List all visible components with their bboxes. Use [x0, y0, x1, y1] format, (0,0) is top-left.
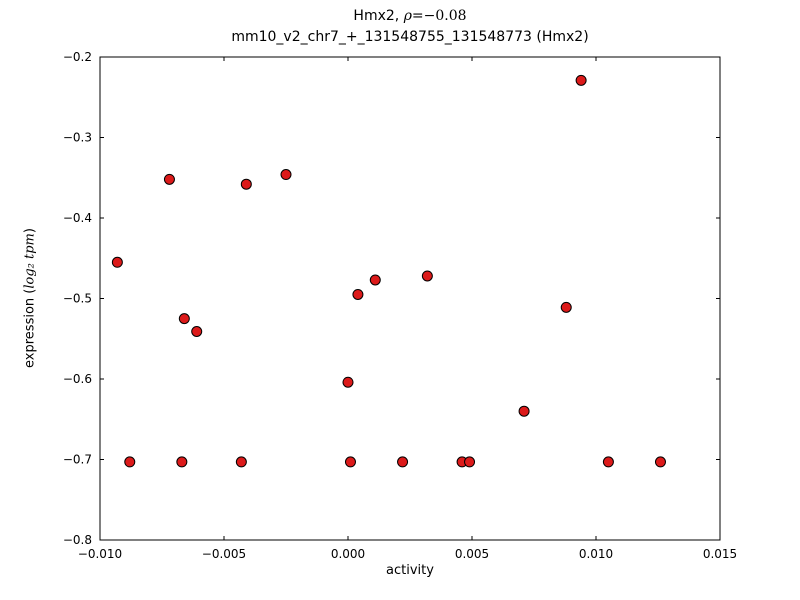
data-point: [240, 178, 252, 190]
data-point: [518, 405, 530, 417]
axes-box: [99, 56, 721, 541]
plot-title-text: Hmx2,: [353, 8, 404, 24]
y-tick-label: −0.6: [63, 372, 92, 386]
data-point: [352, 288, 364, 300]
y-tick-label: −0.4: [63, 211, 92, 225]
x-tick-label: −0.010: [78, 547, 122, 561]
x-tick-label: 0.005: [455, 547, 489, 561]
data-point: [654, 456, 666, 468]
data-point: [575, 74, 587, 86]
y-axis-label-suffix: ): [22, 228, 38, 234]
plot-subtitle: mm10_v2_chr7_+_131548755_131548773 (Hmx2…: [231, 29, 589, 45]
plot-title: Hmx2, ρ=−0.08: [100, 8, 720, 24]
data-point: [342, 376, 354, 388]
y-tick-label: −0.7: [63, 453, 92, 467]
data-point: [178, 313, 190, 325]
data-point: [191, 326, 203, 338]
data-point: [163, 173, 175, 185]
y-tick-label: −0.2: [63, 50, 92, 64]
x-tick-label: 0.010: [579, 547, 613, 561]
data-point: [176, 456, 188, 468]
data-point: [560, 301, 572, 313]
data-point: [235, 456, 247, 468]
rho-symbol: ρ: [403, 8, 412, 24]
y-axis-label-prefix: expression (: [22, 288, 38, 368]
y-tick-label: −0.8: [63, 533, 92, 547]
x-tick-label: 0.015: [703, 547, 737, 561]
data-point: [111, 256, 123, 268]
data-point: [344, 456, 356, 468]
data-point: [280, 169, 292, 181]
data-point: [421, 270, 433, 282]
data-point: [602, 456, 614, 468]
data-point: [369, 274, 381, 286]
x-tick-label: 0.000: [331, 547, 365, 561]
data-point: [397, 456, 409, 468]
data-point: [464, 456, 476, 468]
rho-value: =−0.08: [411, 8, 467, 24]
data-point: [124, 456, 136, 468]
x-axis-label: activity: [386, 563, 434, 578]
x-tick-label: −0.005: [202, 547, 246, 561]
y-axis-label: expression (log₂ tpm): [23, 228, 38, 368]
y-tick-label: −0.3: [63, 131, 92, 145]
y-axis-label-math: log₂ tpm: [22, 233, 38, 289]
y-tick-label: −0.5: [63, 292, 92, 306]
